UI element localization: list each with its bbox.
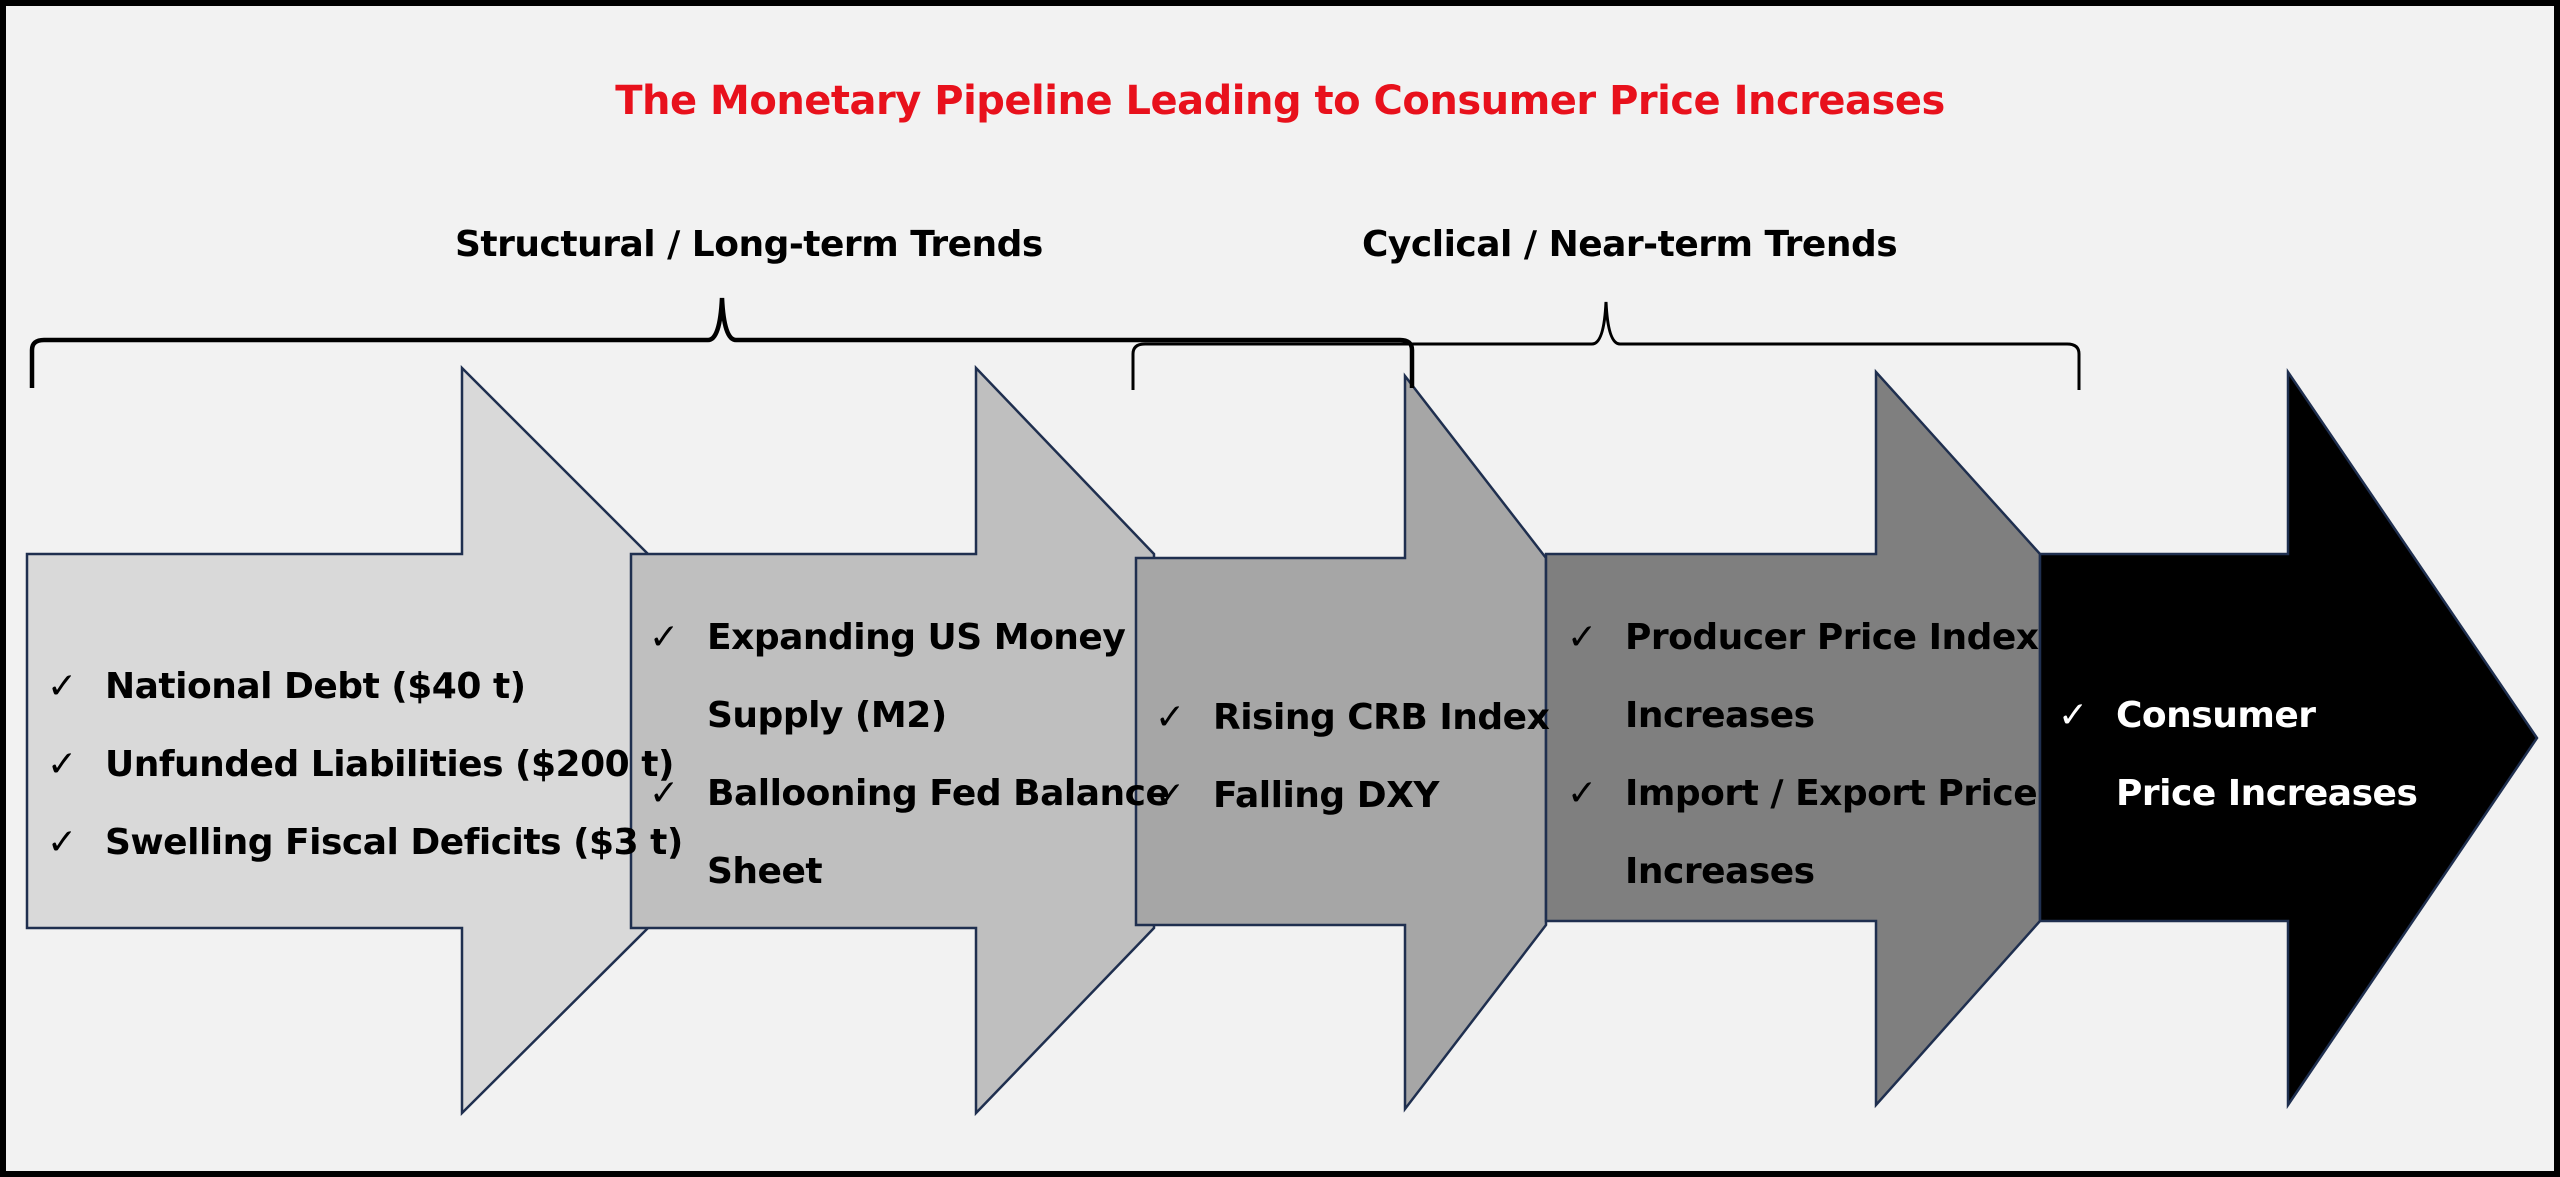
- cyclical-bracket: [1131, 301, 2081, 390]
- bullet-item: ✓ Swelling Fiscal Deficits ($3 t): [47, 804, 683, 882]
- stage-3-text: ✓ Rising CRB Index ✓ Falling DXY: [1155, 679, 1550, 835]
- structural-bracket: [29, 297, 1415, 388]
- bullet-text: National Debt ($40 t): [105, 666, 526, 707]
- bullet-text: Falling DXY: [1213, 775, 1439, 816]
- bullet-text: Producer Price Index: [1625, 617, 2039, 658]
- checkmark-icon: ✓: [649, 617, 679, 658]
- stage-4-text: ✓ Producer Price Index Increases ✓ Import / …: [1567, 599, 2039, 911]
- structural-trends-label: Structural / Long-term Trends: [455, 224, 1043, 265]
- stage-5-arrow: [2038, 367, 2539, 1110]
- stage-2-text: ✓ Expanding US Money Supply (M2) ✓ Balloonin…: [649, 599, 1170, 911]
- checkmark-icon: ✓: [1155, 775, 1185, 816]
- bullet-text: Increases: [1625, 695, 1815, 736]
- checkmark-icon: ✓: [2058, 695, 2088, 736]
- bullet-item: ✓ Rising CRB Index: [1155, 679, 1550, 757]
- cyclical-trends-label: Cyclical / Near-term Trends: [1362, 224, 1898, 265]
- bullet-item: ✓ National Debt ($40 t): [47, 648, 683, 726]
- checkmark-icon: ✓: [1567, 773, 1597, 814]
- bullet-item: ✓ Falling DXY: [1155, 757, 1549, 835]
- diagram-title: The Monetary Pipeline Leading to Consume…: [615, 78, 1945, 124]
- bullet-text: Price Increases: [2116, 773, 2418, 814]
- bullet-text: Import / Export Price: [1625, 773, 2038, 814]
- checkmark-icon: ✓: [47, 744, 77, 785]
- bullet-text: Increases: [1625, 851, 1815, 892]
- checkmark-icon: ✓: [649, 773, 679, 814]
- bullet-item: ✓ Unfunded Liabilities ($200 t): [47, 726, 683, 804]
- stage-3-arrow: [1134, 372, 1548, 1113]
- checkmark-icon: ✓: [47, 822, 77, 863]
- stage-2-arrow: [629, 364, 1156, 1117]
- bullet-text: Supply (M2): [707, 695, 947, 736]
- bullet-item: ✓ Expanding US Money Supply (M2): [649, 599, 1169, 755]
- stage-1-text: ✓ National Debt ($40 t) ✓ Unfunded Liabilit…: [47, 648, 683, 882]
- bullet-text: Sheet: [707, 851, 823, 892]
- checkmark-icon: ✓: [1567, 617, 1597, 658]
- bullet-text: Rising CRB Index: [1213, 697, 1550, 738]
- bullet-text: Ballooning Fed Balance: [707, 773, 1170, 814]
- stage-5-text: ✓ Consumer Price Increases: [2058, 677, 2418, 833]
- bullet-text: Swelling Fiscal Deficits ($3 t): [105, 822, 683, 863]
- checkmark-icon: ✓: [1155, 697, 1185, 738]
- bullet-text: Consumer: [2116, 695, 2316, 736]
- bullet-text: Unfunded Liabilities ($200 t): [105, 744, 674, 785]
- bullet-item: ✓ Ballooning Fed Balance Sheet: [649, 755, 1170, 911]
- bullet-item: ✓ Import / Export Price Increases: [1567, 755, 2039, 911]
- bullet-text: Expanding US Money: [707, 617, 1126, 658]
- bullet-item: ✓ Producer Price Index Increases: [1567, 599, 2039, 755]
- bullet-item: ✓ Consumer Price Increases: [2058, 677, 2418, 833]
- checkmark-icon: ✓: [47, 666, 77, 707]
